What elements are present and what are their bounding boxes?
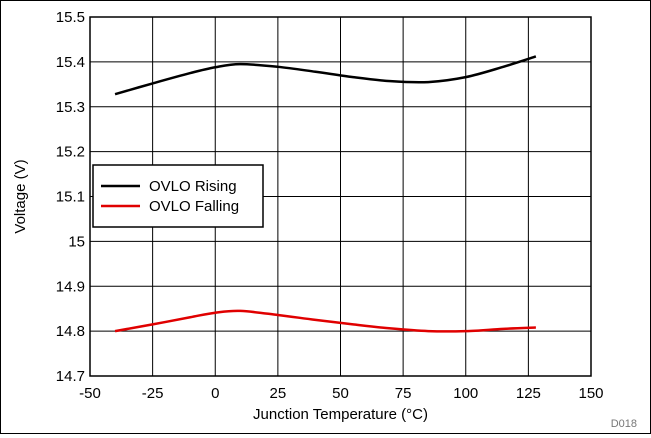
x-tick-label: 25 (270, 385, 287, 402)
plot-area-border (89, 16, 592, 377)
x-axis-label: Junction Temperature (°C) (253, 406, 428, 423)
x-tick-label: 150 (578, 385, 603, 402)
y-axis-label: Voltage (V) (12, 159, 29, 233)
x-tick-label: -50 (79, 385, 101, 402)
figure-id-annotation: D018 (611, 418, 637, 430)
x-axis-ticks: -50 -25 0 25 50 75 100 125 150 (79, 385, 603, 402)
legend-label-ovlo-rising: OVLO Rising (149, 178, 237, 195)
x-tick-label: 100 (453, 385, 478, 402)
series-line-ovlo-rising (114, 55, 537, 96)
y-tick-label: 14.7 (56, 368, 85, 385)
x-tick-label: 50 (332, 385, 349, 402)
x-tick-label: -25 (142, 385, 164, 402)
y-tick-label: 15.1 (56, 189, 85, 206)
legend: OVLO Rising OVLO Falling (92, 164, 264, 228)
legend-label-ovlo-falling: OVLO Falling (149, 198, 239, 215)
series-lines (114, 55, 537, 333)
legend-box (92, 164, 264, 228)
y-tick-label: 14.9 (56, 278, 85, 295)
y-axis-ticks: 14.7 14.8 14.9 15 15.1 15.2 15.3 15.4 15.5 (56, 9, 85, 385)
y-tick-label: 15.4 (56, 54, 85, 71)
series-line-ovlo-falling (114, 309, 536, 333)
y-tick-label: 15.3 (56, 99, 85, 116)
y-tick-label: 15.5 (56, 9, 85, 26)
y-tick-label: 15 (68, 233, 85, 250)
x-tick-label: 75 (395, 385, 412, 402)
x-tick-label: 125 (516, 385, 541, 402)
x-tick-label: 0 (211, 385, 219, 402)
y-tick-label: 14.8 (56, 323, 85, 340)
y-tick-label: 15.2 (56, 144, 85, 161)
